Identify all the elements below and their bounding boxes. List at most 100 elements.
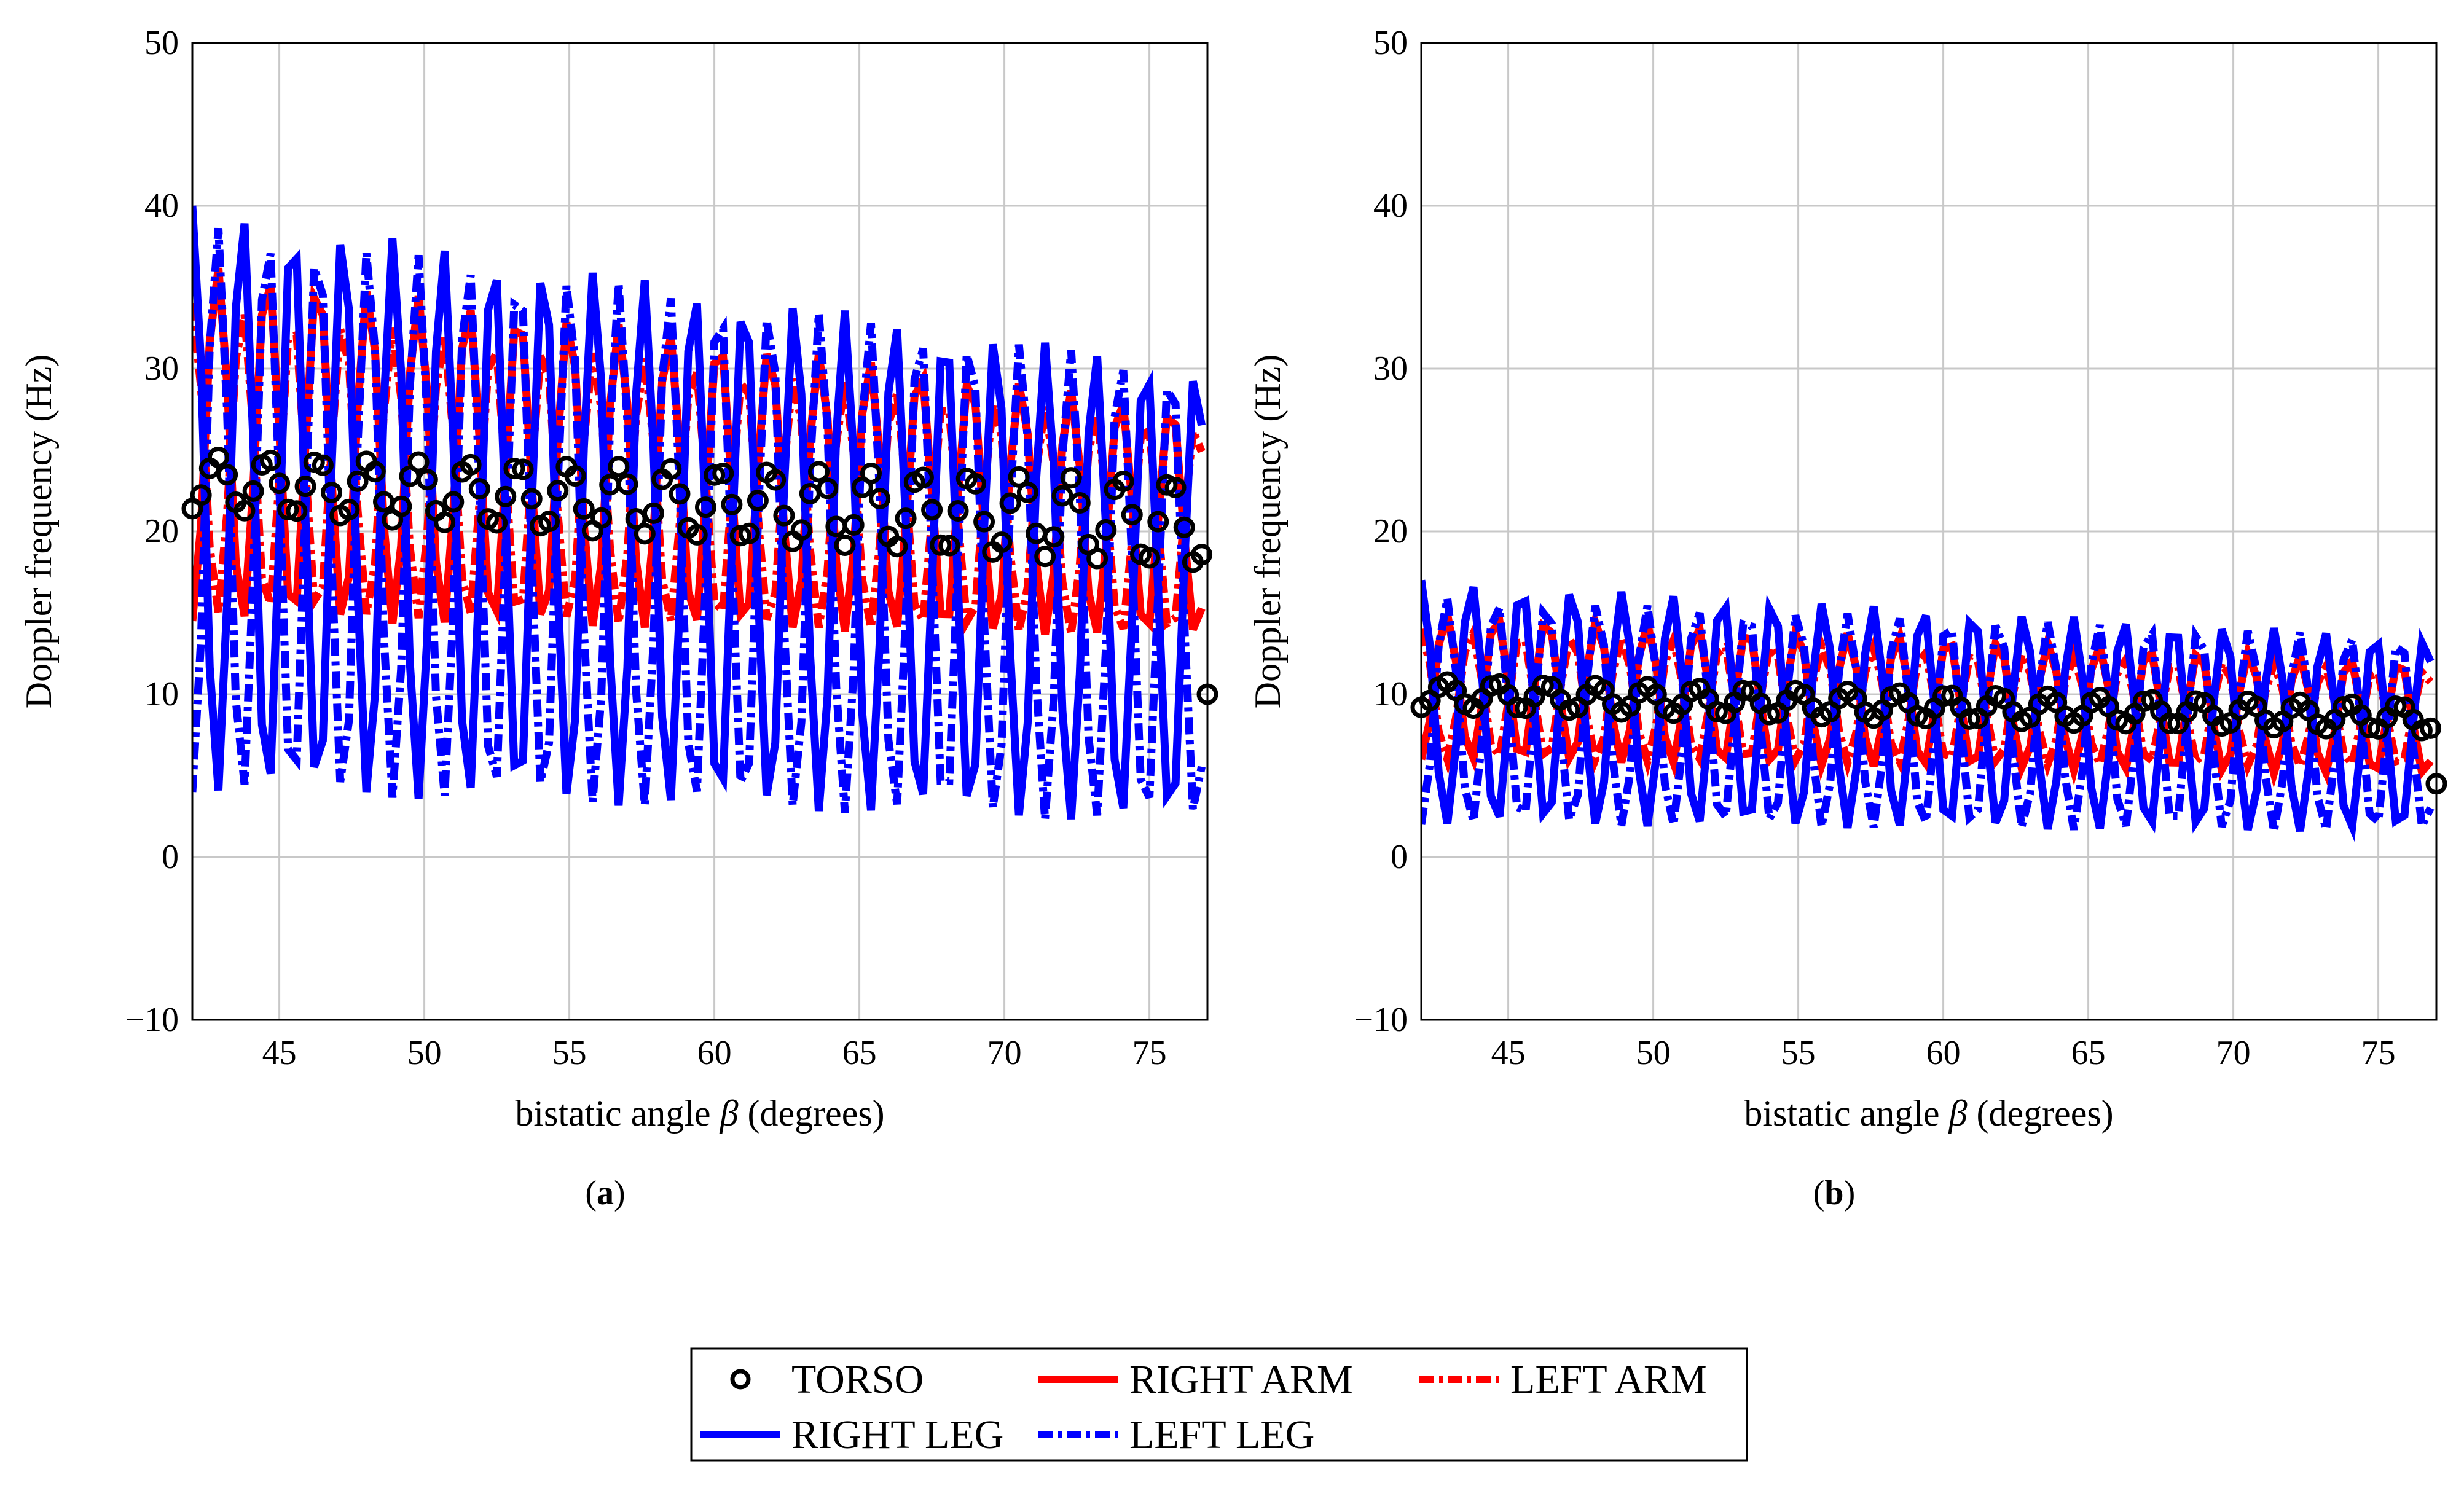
torso-marker: [564, 465, 586, 487]
legend-swatch-marker: [730, 1369, 751, 1390]
x-tick-label: 55: [1781, 1034, 1816, 1072]
torso-marker: [1034, 546, 1056, 568]
y-tick-label: −10: [1354, 1001, 1408, 1039]
torso-marker: [642, 502, 664, 524]
torso-marker: [547, 480, 569, 502]
torso-marker: [1139, 547, 1161, 569]
torso-marker: [842, 514, 865, 536]
x-tick-label: 60: [697, 1034, 732, 1072]
torso-marker: [660, 458, 682, 480]
y-tick-label: 0: [162, 838, 179, 876]
y-tick-label: 10: [144, 675, 179, 713]
legend-entry-right-leg: RIGHT LEG: [700, 1412, 1003, 1457]
panel-label-b: (b): [1813, 1174, 1855, 1212]
legend-label: LEFT LEG: [1129, 1412, 1314, 1457]
torso-marker: [886, 536, 908, 558]
panel-label-a-letter: a: [597, 1174, 614, 1212]
torso-marker: [1051, 485, 1073, 507]
x-axis-label-symbol: β: [1948, 1093, 1968, 1134]
y-tick-label: 50: [1373, 24, 1408, 62]
torso-marker: [520, 488, 543, 510]
x-tick-label: 65: [842, 1034, 877, 1072]
torso-marker: [860, 462, 882, 484]
x-axis-label: bistatic angle β (degrees): [515, 1093, 884, 1134]
torso-marker: [738, 522, 760, 544]
torso-marker: [764, 469, 787, 491]
x-axis-label: bistatic angle β (degrees): [1744, 1093, 2113, 1134]
torso-marker: [1932, 685, 1955, 707]
x-tick-label: 50: [1636, 1034, 1671, 1072]
torso-marker: [1706, 700, 1728, 722]
legend-label: RIGHT LEG: [791, 1412, 1003, 1457]
torso-marker: [947, 500, 969, 522]
torso-marker: [269, 472, 291, 495]
y-tick-label: 50: [144, 24, 179, 62]
torso-marker: [930, 534, 952, 556]
torso-marker: [869, 488, 891, 510]
torso-marker: [416, 469, 438, 491]
torso-marker: [347, 470, 369, 492]
torso-marker: [294, 476, 316, 498]
torso-marker: [704, 464, 726, 486]
torso-marker: [503, 458, 525, 480]
y-axis-label: Doppler frequency (Hz): [1247, 354, 1288, 708]
series-line-left-leg: [1421, 592, 2435, 841]
x-tick-label: 70: [987, 1034, 1022, 1072]
torso-marker: [1191, 544, 1213, 566]
torso-marker: [312, 454, 334, 476]
torso-marker: [468, 478, 490, 500]
torso-marker: [2385, 695, 2407, 717]
torso-marker: [991, 531, 1013, 554]
torso-marker: [608, 456, 630, 478]
y-tick-label: 10: [1373, 675, 1408, 713]
torso-marker: [1173, 516, 1195, 538]
x-axis-label-prefix: bistatic angle: [515, 1093, 720, 1134]
torso-marker: [495, 485, 517, 507]
torso-marker: [729, 525, 751, 547]
torso-marker: [207, 446, 229, 468]
x-tick-label: 75: [1132, 1034, 1167, 1072]
x-tick-label: 75: [2361, 1034, 2396, 1072]
torso-marker: [2184, 690, 2207, 712]
legend-label: RIGHT ARM: [1129, 1357, 1353, 1402]
torso-marker: [259, 449, 281, 471]
series-group: [192, 205, 1206, 820]
torso-marker: [321, 482, 343, 504]
torso-marker: [1532, 675, 1554, 697]
legend-entries: TORSO RIGHT ARM LEFT ARM RIGHT LEG LEFT LEG: [700, 1357, 1707, 1457]
torso-marker: [2159, 712, 2181, 734]
x-tick-label: 70: [2216, 1034, 2251, 1072]
x-axis-label-prefix: bistatic angle: [1744, 1093, 1948, 1134]
torso-marker: [1732, 679, 1754, 702]
torso-marker: [233, 499, 256, 522]
torso-marker: [834, 534, 856, 556]
plot-frame: [1420, 42, 2438, 1021]
torso-marker: [1060, 467, 1082, 489]
torso-marker: [712, 463, 734, 485]
x-tick-label: 60: [1926, 1034, 1961, 1072]
torso-marker: [669, 483, 691, 505]
chart-panel-b: 45 50 55 60 65 70 75 −10 0 10 20 30 40 50 bistatic ang…: [1247, 24, 2447, 1134]
torso-marker: [694, 496, 716, 519]
torso-marker: [773, 504, 795, 527]
x-axis-label-suffix: (degrees): [1967, 1093, 2113, 1134]
torso-marker: [999, 492, 1021, 514]
x-tick-label: 65: [2071, 1034, 2106, 1072]
torso-marker: [747, 490, 769, 512]
legend-entry-left-arm: LEFT ARM: [1419, 1357, 1707, 1402]
torso-marker: [1480, 675, 1502, 697]
y-tick-label: −10: [125, 1001, 179, 1039]
torso-marker: [216, 464, 238, 486]
torso-marker: [2411, 719, 2433, 742]
torso-marker: [1164, 476, 1187, 498]
torso-marker: [921, 499, 943, 521]
y-tick-label: 40: [144, 187, 179, 225]
legend-entry-left-leg: LEFT LEG: [1038, 1412, 1314, 1457]
x-tick-label: 45: [262, 1034, 297, 1072]
torso-marker: [1112, 470, 1134, 492]
panel-label-a: (a): [585, 1174, 625, 1212]
torso-marker: [2420, 717, 2442, 739]
torso-marker: [277, 498, 299, 520]
x-axis-label-symbol: β: [720, 1093, 739, 1134]
legend: TORSO RIGHT ARM LEFT ARM RIGHT LEG LEFT LEG: [690, 1347, 1748, 1462]
